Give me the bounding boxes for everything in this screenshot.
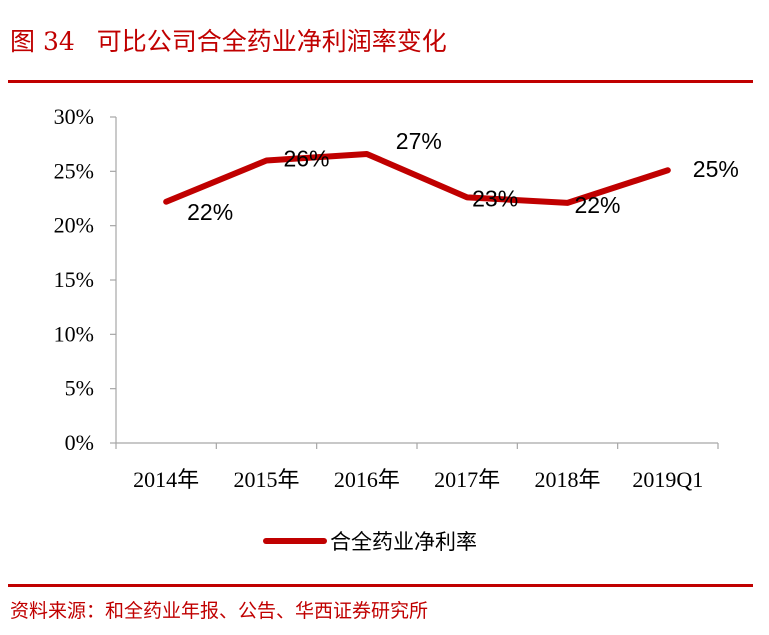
data-label: 23% <box>472 185 518 211</box>
y-tick-label: 20% <box>54 213 94 238</box>
data-label: 26% <box>283 145 329 171</box>
series-group <box>163 150 671 206</box>
y-tick-label: 15% <box>54 267 94 292</box>
x-tick-label: 2014年 <box>133 467 199 492</box>
x-tick-label: 2017年 <box>434 467 500 492</box>
y-tick-label: 30% <box>54 104 94 129</box>
y-tick-label: 0% <box>65 430 94 455</box>
y-tick-label: 25% <box>54 158 94 183</box>
data-label: 27% <box>396 128 442 154</box>
figure-title: 图 34 可比公司合全药业净利润率变化 <box>10 22 447 58</box>
data-label: 22% <box>574 192 620 218</box>
footer-rule <box>8 584 753 587</box>
line-chart: 0% 5% 10% 15% 20% 25% 30% 2014年 2015年 2016年 2017年… <box>54 104 739 554</box>
x-tick-label: 2018年 <box>534 467 600 492</box>
x-tick-label: 2015年 <box>233 467 299 492</box>
legend: 合全药业净利率 <box>263 530 477 554</box>
data-label: 22% <box>187 199 233 225</box>
figure-number: 图 34 <box>10 27 75 56</box>
data-labels: 22% 26% 27% 23% 22% 25% <box>187 128 739 225</box>
source-note: 资料来源：和全药业年报、公告、华西证券研究所 <box>10 600 429 622</box>
title-rule <box>8 80 753 83</box>
figure-title-text: 可比公司合全药业净利润率变化 <box>96 27 447 56</box>
y-tick-label: 10% <box>54 321 94 346</box>
x-tick-label: 2016年 <box>334 467 400 492</box>
data-label: 25% <box>693 156 739 182</box>
chart-axes <box>115 117 718 444</box>
legend-label: 合全药业净利率 <box>330 530 477 554</box>
x-axis-ticks: 2014年 2015年 2016年 2017年 2018年 2019Q1 <box>115 443 719 492</box>
x-tick-label: 2019Q1 <box>632 467 703 492</box>
series-line <box>163 150 671 206</box>
y-axis-ticks: 0% 5% 10% 15% 20% 25% 30% <box>54 104 116 455</box>
y-tick-label: 5% <box>65 376 94 401</box>
